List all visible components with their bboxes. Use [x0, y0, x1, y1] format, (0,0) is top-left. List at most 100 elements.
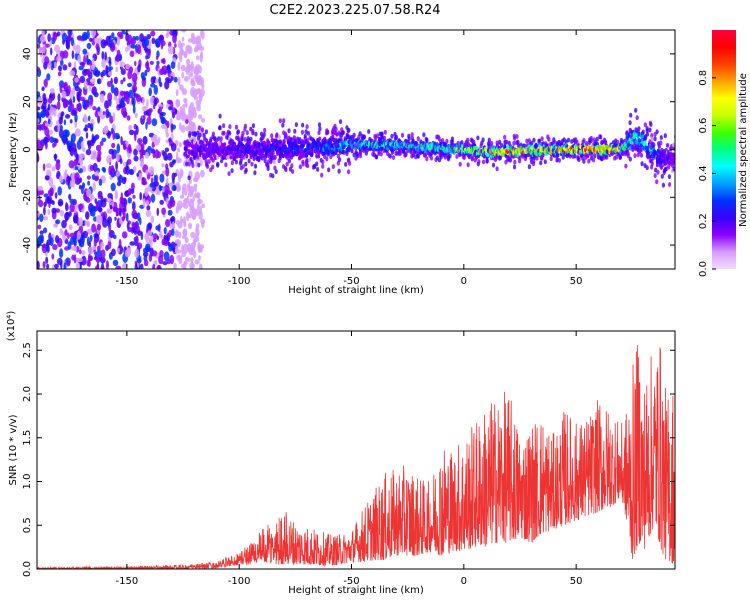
spectrum-cell [192, 239, 196, 249]
spectrum-cell [329, 154, 333, 160]
spectrum-cell [604, 140, 608, 146]
spectrum-cell [173, 262, 177, 269]
spectrum-cell [37, 43, 41, 49]
spectrum-cell [64, 212, 70, 221]
spectrum-cell [61, 134, 68, 143]
spectrum-cell [147, 222, 153, 230]
spectrum-cell [164, 80, 170, 90]
spectrum-cell [321, 159, 325, 165]
spectrum-cell [56, 257, 63, 266]
spectrum-cell [308, 157, 312, 162]
spectrum-cell [263, 127, 267, 133]
spectrum-cell [71, 50, 75, 60]
spectrum-cell [195, 88, 202, 95]
spectrum-cell [179, 55, 183, 63]
spectrum-cell [181, 30, 187, 33]
spectrum-cell [142, 115, 146, 120]
spectrum-cell [37, 124, 42, 130]
spectrum-cell [317, 154, 321, 159]
spectrum-cell [96, 223, 102, 231]
spectrum-cell [118, 238, 122, 249]
spectrum-cell [243, 126, 247, 132]
spectrum-cell [174, 248, 179, 253]
spectrum-cell [358, 131, 362, 137]
spectrum-cell [102, 126, 109, 134]
spectrum-cell [183, 220, 187, 228]
spectrum-cell [84, 99, 90, 108]
spectrum-cell [96, 154, 102, 163]
spectrum-cell [176, 116, 181, 121]
spectrum-cell [95, 144, 102, 152]
spectrum-cell [278, 118, 282, 124]
spectrum-cell [41, 102, 47, 110]
spectrum-cell [281, 122, 285, 128]
spectrum-cell [145, 151, 149, 159]
spectrum-cell [191, 205, 195, 213]
spectrum-cell [167, 241, 171, 247]
spectrum-cell [130, 182, 135, 191]
spectrum-cell [160, 42, 164, 50]
spectrum-cell [172, 221, 175, 230]
spectrum-cell [219, 136, 223, 142]
spectrum-cell [148, 166, 155, 176]
spectrum-cell [482, 159, 486, 165]
spectrum-cell [165, 163, 169, 170]
spectrum-cell [150, 83, 156, 88]
spectrum-cell [108, 230, 115, 238]
spectrum-cell [105, 260, 109, 269]
spectrum-cell [277, 134, 281, 139]
spectrum-cell [43, 78, 48, 88]
spectrum-cell [535, 155, 539, 161]
spectrum-cell [183, 261, 187, 269]
spectrum-cell [476, 135, 480, 141]
spectrum-cell [185, 119, 189, 124]
spectrum-cell [59, 209, 64, 217]
spectrum-cell [143, 38, 150, 47]
spectrum-cell [134, 248, 140, 258]
spectrum-cell [391, 155, 396, 160]
spectrum-cell [43, 136, 49, 144]
spectrum-cell [180, 64, 186, 72]
spectrum-cell [141, 180, 148, 186]
spectrum-cell [149, 60, 154, 65]
spectrum-cell [49, 88, 55, 94]
spectrum-cell [113, 76, 118, 85]
spectrum-cell [177, 61, 181, 71]
spectrum-cell [130, 39, 137, 45]
spectrum-cell [127, 197, 132, 204]
spectrum-cell [98, 206, 102, 213]
spectrum-cell [92, 106, 97, 111]
spectrum-cell [128, 124, 133, 130]
spectrum-cell [234, 124, 239, 130]
spectrum-cell [151, 250, 158, 257]
spectrum-cell [181, 36, 185, 42]
spectrum-cell [56, 55, 62, 62]
snr-y-axis-label: SNR (10 * v/v) [8, 414, 19, 485]
y-tick-label: 2.0 [22, 386, 33, 402]
spectrum-cell [107, 131, 111, 139]
spectrum-cell [169, 254, 175, 265]
spectrum-cell [87, 122, 92, 129]
spectrum-cell [171, 172, 176, 181]
spectrum-cell [173, 76, 178, 83]
spectrum-cell [68, 30, 72, 35]
spectrum-cell [180, 113, 186, 122]
spectrum-cell [183, 97, 187, 104]
spectrum-cell [466, 137, 470, 143]
spectrum-cell [410, 132, 414, 138]
spectrum-cell [193, 95, 198, 101]
spectrum-cell [96, 51, 100, 56]
spectrum-cell [65, 114, 71, 119]
spectrum-cell [204, 129, 208, 135]
spectrum-cell [39, 230, 44, 235]
spectrum-cell [531, 161, 536, 167]
spectrum-cell [86, 42, 92, 50]
spectrum-cell [153, 260, 158, 266]
spectrum-cell [133, 155, 139, 162]
spectrum-cell [158, 76, 161, 84]
spectrum-cell [390, 133, 394, 139]
spectrum-cell [195, 192, 201, 199]
spectrum-cell [195, 99, 202, 107]
spectrum-cell [466, 162, 470, 168]
spectrum-cell [37, 224, 42, 230]
